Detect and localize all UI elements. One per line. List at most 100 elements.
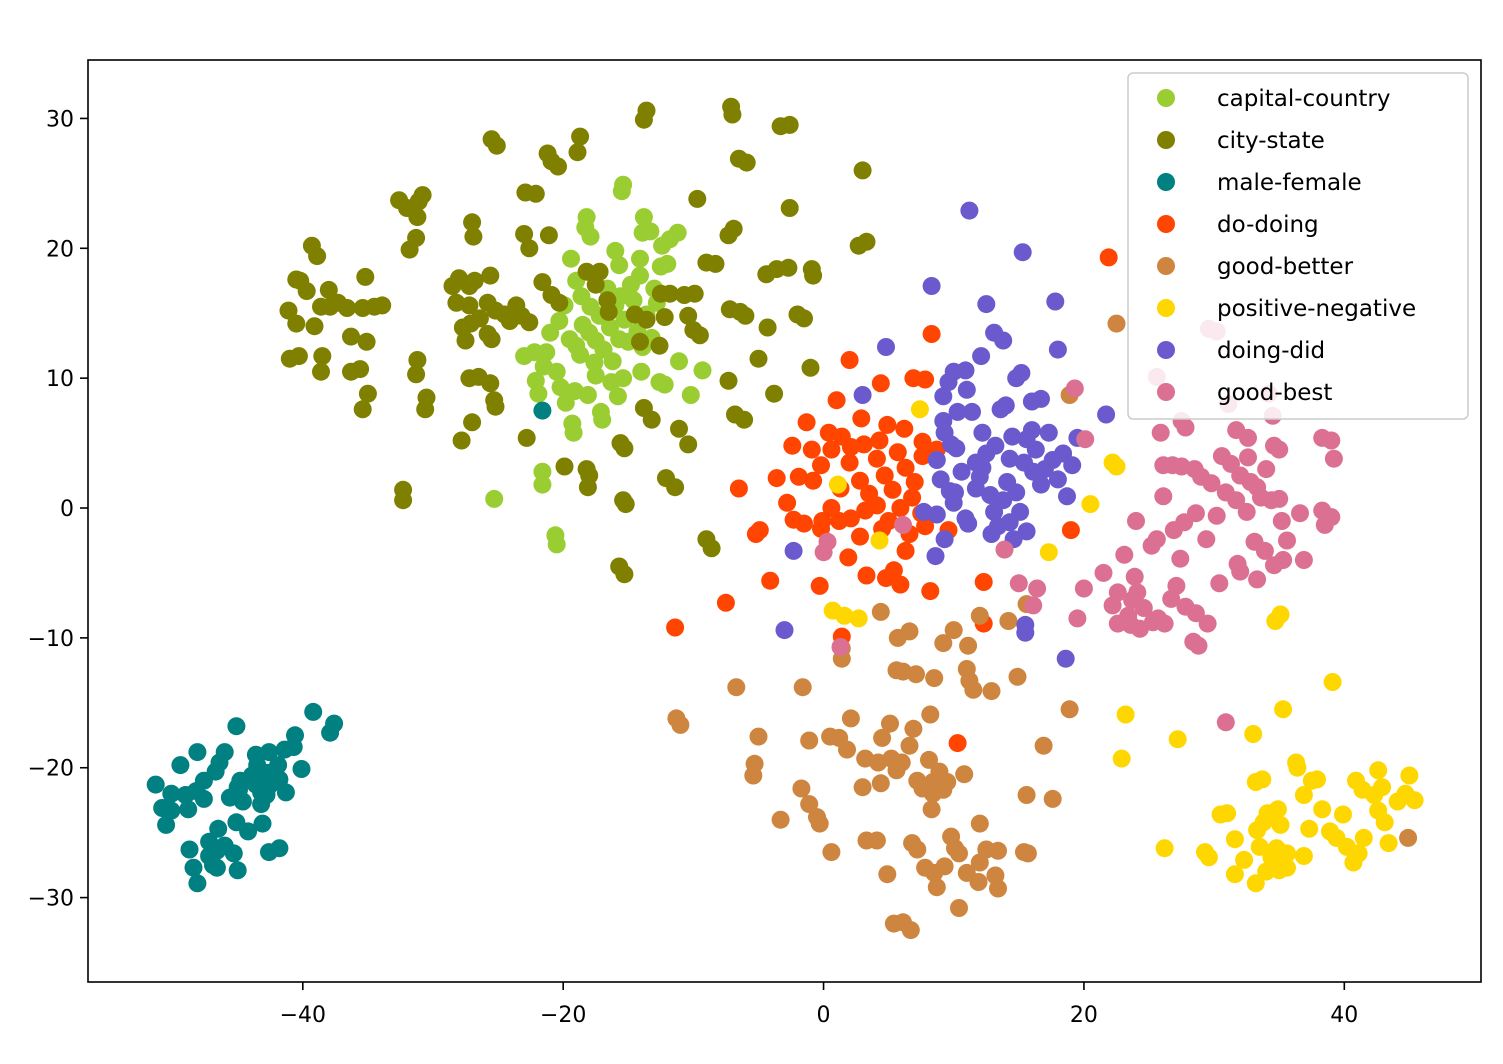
point-do-doing-54 xyxy=(804,471,823,490)
point-do-doing-17 xyxy=(716,593,735,612)
point-good-better-76 xyxy=(1034,736,1053,755)
point-capital-country-11 xyxy=(581,227,600,246)
point-good-better-58 xyxy=(955,765,974,784)
point-doing-did-5 xyxy=(877,338,895,356)
point-do-doing-47 xyxy=(841,509,860,528)
y-tick-label: −20 xyxy=(28,757,74,782)
point-good-best-34 xyxy=(1272,512,1291,530)
point-do-doing-49 xyxy=(867,496,886,515)
point-city-state-116 xyxy=(655,308,674,327)
point-capital-country-41 xyxy=(632,362,651,381)
point-positive-negative-2 xyxy=(870,531,889,550)
point-good-best-58 xyxy=(1094,563,1113,582)
point-good-best-77 xyxy=(1274,551,1293,569)
legend-marker-positive-negative xyxy=(1157,299,1175,317)
point-capital-country-0 xyxy=(485,489,504,508)
legend-label-good-best: good-best xyxy=(1217,380,1332,406)
point-city-state-6 xyxy=(568,143,587,162)
point-good-best-85 xyxy=(1068,609,1087,628)
point-good-best-93 xyxy=(831,638,850,656)
point-do-doing-52 xyxy=(903,488,922,507)
point-doing-did-17 xyxy=(934,387,953,406)
point-city-state-101 xyxy=(456,331,475,350)
point-good-better-20 xyxy=(982,682,1001,701)
point-positive-negative-56 xyxy=(1354,828,1373,847)
point-city-state-75 xyxy=(353,400,372,419)
point-city-state-30 xyxy=(533,273,552,292)
point-good-best-39 xyxy=(1237,502,1256,521)
point-good-best-6 xyxy=(1065,379,1084,398)
point-good-best-86 xyxy=(1009,574,1028,593)
point-male-female-35 xyxy=(284,738,303,756)
point-city-state-55 xyxy=(287,314,306,333)
point-male-female-16 xyxy=(153,799,172,817)
point-do-doing-38 xyxy=(854,435,873,454)
legend-label-city-state: city-state xyxy=(1217,128,1325,154)
point-capital-country-67 xyxy=(621,275,640,294)
point-positive-negative-44 xyxy=(1267,839,1286,858)
point-doing-did-49 xyxy=(1048,470,1067,489)
point-doing-did-0 xyxy=(960,201,979,220)
point-city-state-73 xyxy=(351,360,370,379)
point-city-state-88 xyxy=(460,296,479,315)
point-doing-did-9 xyxy=(972,347,991,366)
point-capital-country-75 xyxy=(547,362,566,381)
point-do-doing-32 xyxy=(851,471,869,490)
series-positive-negative xyxy=(823,400,1424,893)
point-city-state-107 xyxy=(463,413,482,432)
point-positive-negative-6 xyxy=(1039,543,1058,562)
point-good-better-0 xyxy=(1107,314,1126,333)
point-good-better-49 xyxy=(904,719,923,738)
point-city-state-124 xyxy=(736,306,755,325)
point-positive-negative-24 xyxy=(1218,804,1237,823)
point-city-state-33 xyxy=(577,262,596,281)
point-good-better-59 xyxy=(871,774,890,793)
x-tick-label: 20 xyxy=(1070,1003,1098,1028)
point-good-better-6 xyxy=(959,636,978,655)
point-good-better-62 xyxy=(867,831,886,850)
point-city-state-27 xyxy=(515,225,534,243)
point-good-best-52 xyxy=(1125,567,1144,586)
point-good-better-81 xyxy=(1060,700,1079,719)
point-good-better-44 xyxy=(881,714,899,733)
point-good-better-47 xyxy=(892,753,911,772)
legend-label-doing-did: doing-did xyxy=(1217,338,1325,364)
point-positive-negative-50 xyxy=(1313,800,1332,819)
point-positive-negative-20 xyxy=(1155,839,1174,858)
legend-marker-doing-did xyxy=(1157,341,1175,359)
point-male-female-1 xyxy=(304,702,323,721)
point-good-best-83 xyxy=(1171,549,1190,568)
point-good-better-71 xyxy=(970,853,989,872)
point-do-doing-15 xyxy=(729,479,748,498)
point-do-doing-60 xyxy=(895,419,914,438)
point-good-best-50 xyxy=(1127,512,1145,530)
point-positive-negative-10 xyxy=(1116,705,1135,724)
point-positive-negative-33 xyxy=(1250,837,1269,856)
point-city-state-50 xyxy=(308,247,327,266)
point-positive-negative-58 xyxy=(1373,778,1392,797)
point-capital-country-18 xyxy=(631,249,649,268)
point-city-state-5 xyxy=(571,127,590,146)
point-good-better-10 xyxy=(871,602,890,621)
point-male-female-36 xyxy=(292,760,311,778)
point-good-best-27 xyxy=(1239,448,1257,467)
point-city-state-29 xyxy=(539,226,558,245)
point-good-best-57 xyxy=(1103,596,1122,615)
point-doing-did-69 xyxy=(1056,649,1075,668)
point-positive-negative-26 xyxy=(1225,865,1244,884)
point-good-best-43 xyxy=(1197,530,1216,549)
point-city-state-108 xyxy=(452,431,471,450)
point-do-doing-20 xyxy=(839,548,858,567)
point-city-state-125 xyxy=(749,349,768,368)
point-do-doing-43 xyxy=(913,447,932,466)
point-positive-negative-25 xyxy=(1225,830,1244,849)
point-doing-did-62 xyxy=(1017,522,1036,541)
point-positive-negative-37 xyxy=(1268,800,1287,819)
point-doing-did-59 xyxy=(959,514,978,533)
point-good-better-92 xyxy=(922,800,941,819)
point-positive-negative-48 xyxy=(1300,819,1319,838)
point-doing-did-1 xyxy=(1013,243,1032,262)
point-city-state-138 xyxy=(679,435,698,454)
point-good-better-88 xyxy=(989,841,1007,860)
y-tick-label: 10 xyxy=(46,367,74,392)
